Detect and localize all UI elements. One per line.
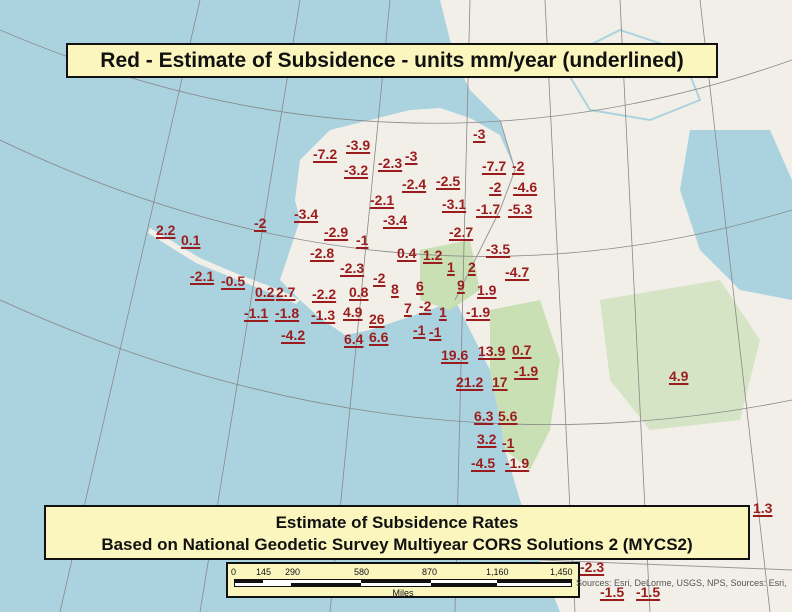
scale-bar-ruler [234,579,572,587]
subsidence-label: -3.4 [383,212,408,228]
forest-bc [490,300,560,470]
subsidence-label: 6.4 [344,331,364,347]
subsidence-label: 17 [492,374,508,390]
subsidence-label: -2.1 [190,268,215,284]
scale-tick: 290 [285,567,301,577]
subsidence-label: -3.4 [294,206,319,222]
legend-box: Estimate of Subsidence Rates Based on Na… [44,505,750,560]
subsidence-label: 7 [404,300,412,316]
subsidence-label: 21.2 [456,374,484,390]
subsidence-label: 13.9 [478,343,506,359]
subsidence-label: -2.3 [580,559,605,575]
subsidence-label: 2 [468,259,476,275]
subsidence-label: -1 [502,435,515,451]
subsidence-label: -4.5 [471,455,496,471]
subsidence-label: -4.2 [281,327,306,343]
aleutian-islands [148,228,300,304]
subsidence-label: -2 [373,270,386,286]
subsidence-label: 4.9 [669,368,689,384]
subsidence-label: 6.3 [474,408,494,424]
subsidence-label: 2.7 [276,284,296,300]
subsidence-label: 1 [439,304,447,320]
subsidence-label: -1.3 [311,307,336,323]
subsidence-label: -2.9 [324,224,349,240]
subsidence-label: -2.8 [310,245,335,261]
subsidence-label: 8 [391,281,399,297]
subsidence-label: -2.3 [378,155,403,171]
subsidence-label: -1.8 [275,305,300,321]
scale-tick: 145 [256,567,272,577]
subsidence-label: 0.1 [181,232,201,248]
scale-bar: 0 145 290 580 870 1,160 1,450 Miles [226,562,580,598]
subsidence-label: -2.4 [402,176,427,192]
subsidence-label: -3.1 [442,196,467,212]
subsidence-label: -1 [413,322,426,338]
subsidence-label: 0.8 [349,284,369,300]
subsidence-label: 0.7 [512,342,532,358]
border-line [454,119,516,301]
subsidence-label: -2 [489,179,502,195]
legend-title-line1: Estimate of Subsidence Rates [275,513,519,532]
map-title: Red - Estimate of Subsidence - units mm/… [66,43,718,78]
subsidence-label: 1 [447,259,455,275]
subsidence-label: -1.7 [476,201,501,217]
subsidence-label: -2.1 [370,192,395,208]
subsidence-label: -2.2 [312,286,337,302]
forest-east [600,280,760,430]
scale-tick: 0 [231,567,237,577]
subsidence-label: -5.3 [508,201,533,217]
subsidence-label: -4.6 [513,179,538,195]
subsidence-label: -3.2 [344,162,369,178]
subsidence-label: -1.1 [244,305,269,321]
map-attribution: Sources: Esri, DeLorme, USGS, NPS, Sourc… [576,578,787,588]
scale-tick: 870 [422,567,438,577]
subsidence-label: -1.9 [466,304,491,320]
subsidence-label: -1.5 [600,584,625,600]
scale-tick: 580 [354,567,370,577]
subsidence-label: 0.4 [397,245,417,261]
subsidence-label: -3.9 [346,137,371,153]
subsidence-label: 5.6 [498,408,518,424]
subsidence-label: -2 [254,215,267,231]
subsidence-label: 19.6 [441,347,469,363]
scale-unit: Miles [392,588,414,598]
scale-tick: 1,160 [486,567,509,577]
subsidence-label: 4.9 [343,304,363,320]
subsidence-label: 9 [457,277,465,293]
subsidence-label: 3.2 [477,431,497,447]
subsidence-label: 2.2 [156,222,176,238]
subsidence-label: 26 [369,311,385,327]
subsidence-label: 1.9 [477,282,497,298]
subsidence-label: -3 [473,126,486,142]
legend-title-line2: Based on National Geodetic Survey Multiy… [101,535,693,554]
subsidence-label: -7.2 [313,146,338,162]
forest-alaska [420,240,480,310]
subsidence-label: -7.7 [482,158,507,174]
subsidence-label: -2.7 [449,224,474,240]
subsidence-label: -1.9 [514,363,539,379]
subsidence-label: -1.9 [505,455,530,471]
subsidence-label: -2 [512,158,525,174]
subsidence-label: -1.5 [636,584,661,600]
subsidence-label: 1.3 [753,500,773,516]
subsidence-label: -0.5 [221,273,246,289]
subsidence-label: -3 [405,148,418,164]
subsidence-label: -1 [429,324,442,340]
subsidence-label: 1.2 [423,247,443,263]
subsidence-label: -1 [356,232,369,248]
scale-tick: 1,450 [550,567,573,577]
subsidence-label: 0.2 [255,284,275,300]
subsidence-label: -3.5 [486,241,511,257]
subsidence-label: -2 [419,298,432,314]
subsidence-label: -2.5 [436,173,461,189]
subsidence-label: -4.7 [505,264,530,280]
subsidence-label: 6.6 [369,329,389,345]
subsidence-label: -2.3 [340,260,365,276]
subsidence-label: 6 [416,278,424,294]
hudson-bay [680,130,792,300]
